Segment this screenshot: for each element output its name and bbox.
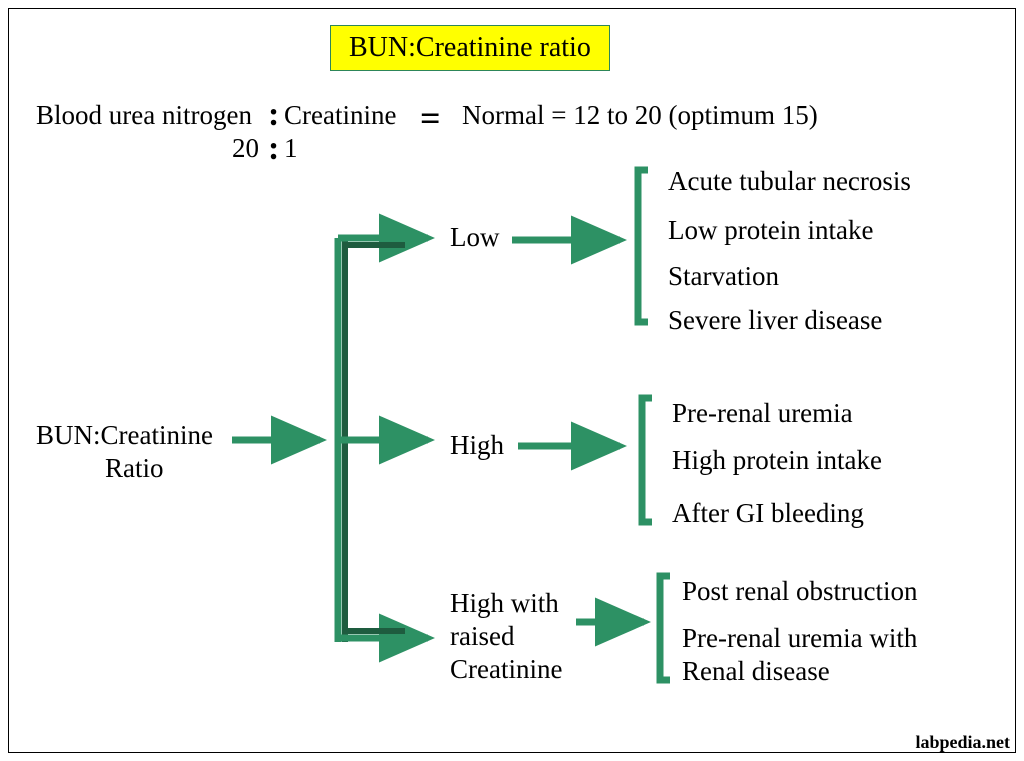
- high-item-2: After GI bleeding: [672, 498, 864, 529]
- high-item-0: Pre-renal uremia: [672, 398, 853, 429]
- root-line1: BUN:Creatinine: [36, 420, 213, 451]
- highraised-item-l2: Pre-renal uremia with: [682, 623, 917, 654]
- branch-low-label: Low: [450, 222, 500, 253]
- eq-bun-label: Blood urea nitrogen: [36, 100, 252, 131]
- watermark: labpedia.net: [915, 732, 1010, 753]
- low-item-1: Low protein intake: [668, 215, 873, 246]
- highraised-item-l3: Renal disease: [682, 656, 830, 687]
- eq-colon-1: :: [268, 96, 279, 134]
- diagram-title: BUN:Creatinine ratio: [330, 25, 610, 71]
- highraised-item-l1: Post renal obstruction: [682, 576, 917, 607]
- branch-highraised-l2: raised: [450, 621, 514, 652]
- low-item-0: Acute tubular necrosis: [668, 166, 911, 197]
- high-item-1: High protein intake: [672, 445, 882, 476]
- eq-creatinine-value: 1: [284, 133, 298, 164]
- eq-creatinine-label: Creatinine: [284, 100, 396, 131]
- low-item-2: Starvation: [668, 261, 779, 292]
- branch-highraised-l3: Creatinine: [450, 654, 562, 685]
- eq-normal-range: Normal = 12 to 20 (optimum 15): [462, 100, 818, 131]
- eq-colon-2: :: [268, 130, 279, 168]
- root-line2: Ratio: [105, 453, 164, 484]
- eq-bun-value: 20: [232, 133, 259, 164]
- eq-equals: =: [420, 97, 441, 139]
- branch-highraised-l1: High with: [450, 588, 559, 619]
- branch-high-label: High: [450, 430, 504, 461]
- low-item-3: Severe liver disease: [668, 305, 882, 336]
